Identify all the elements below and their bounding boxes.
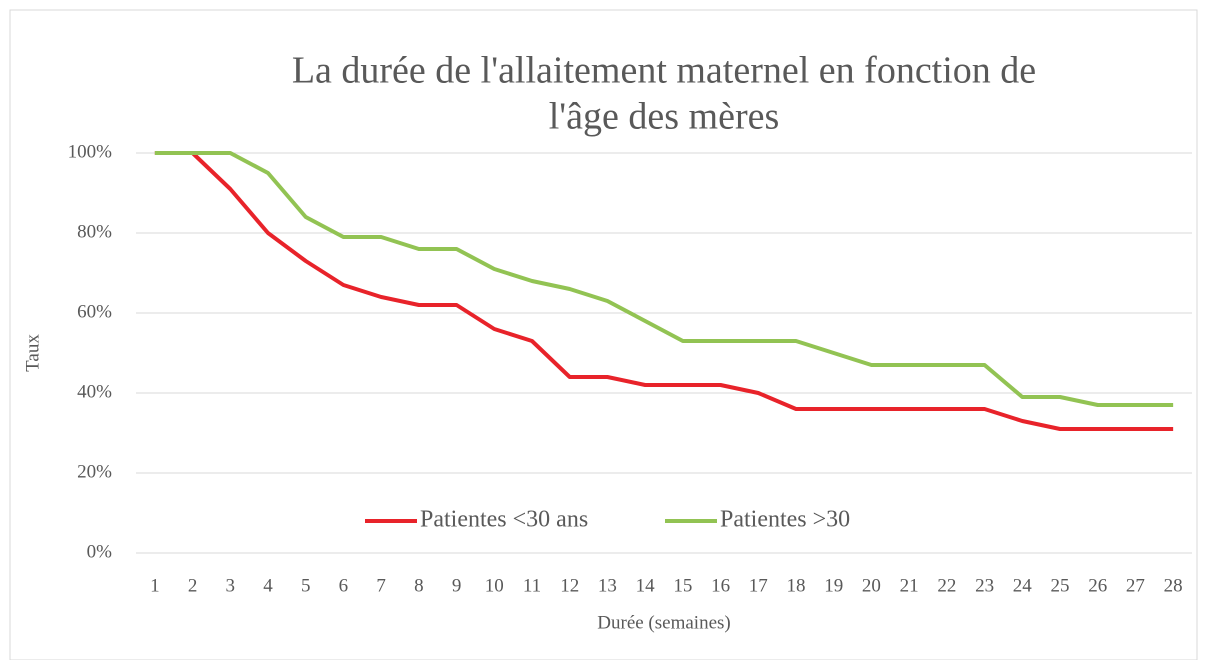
x-tick-label: 21 bbox=[900, 575, 919, 596]
chart-title: l'âge des mères bbox=[549, 96, 780, 138]
series-line bbox=[154, 151, 1174, 431]
legend-label: Patientes >30 bbox=[720, 507, 850, 533]
x-tick-label: 22 bbox=[937, 575, 956, 596]
x-tick-label: 27 bbox=[1126, 575, 1145, 596]
chart-border bbox=[9, 9, 1198, 660]
x-tick-label: 17 bbox=[749, 575, 768, 596]
x-tick-label: 11 bbox=[523, 575, 541, 596]
x-tick-label: 16 bbox=[711, 575, 730, 596]
x-tick-label: 28 bbox=[1164, 575, 1183, 596]
x-tick-label: 10 bbox=[485, 575, 504, 596]
x-tick-label: 8 bbox=[414, 575, 424, 596]
x-tick-label: 2 bbox=[188, 575, 198, 596]
legend-label: Patientes <30 ans bbox=[420, 507, 588, 533]
y-tick-label: 100% bbox=[68, 141, 113, 162]
x-tick-label: 12 bbox=[560, 575, 579, 596]
x-tick-label: 4 bbox=[263, 575, 273, 596]
x-tick-label: 13 bbox=[598, 575, 617, 596]
x-tick-label: 23 bbox=[975, 575, 994, 596]
y-tick-label: 0% bbox=[87, 541, 113, 562]
x-tick-label: 25 bbox=[1051, 575, 1070, 596]
x-tick-label: 19 bbox=[824, 575, 843, 596]
x-tick-label: 20 bbox=[862, 575, 881, 596]
x-tick-label: 5 bbox=[301, 575, 311, 596]
x-tick-label: 7 bbox=[376, 575, 386, 596]
x-tick-label: 9 bbox=[452, 575, 462, 596]
x-tick-label: 15 bbox=[673, 575, 692, 596]
y-axis-label: Taux bbox=[22, 334, 43, 372]
chart-title: La durée de l'allaitement maternel en fo… bbox=[292, 50, 1036, 92]
series-line bbox=[154, 151, 1174, 407]
x-axis-label: Durée (semaines) bbox=[597, 612, 730, 633]
x-tick-label: 3 bbox=[226, 575, 236, 596]
x-tick-label: 1 bbox=[150, 575, 160, 596]
y-tick-label: 20% bbox=[77, 461, 112, 482]
x-tick-label: 26 bbox=[1088, 575, 1107, 596]
x-tick-label: 24 bbox=[1013, 575, 1033, 596]
y-tick-label: 60% bbox=[77, 301, 112, 322]
y-tick-label: 80% bbox=[77, 221, 112, 242]
x-tick-label: 18 bbox=[787, 575, 806, 596]
y-tick-label: 40% bbox=[77, 381, 112, 402]
x-tick-label: 6 bbox=[339, 575, 349, 596]
x-tick-label: 14 bbox=[636, 575, 656, 596]
